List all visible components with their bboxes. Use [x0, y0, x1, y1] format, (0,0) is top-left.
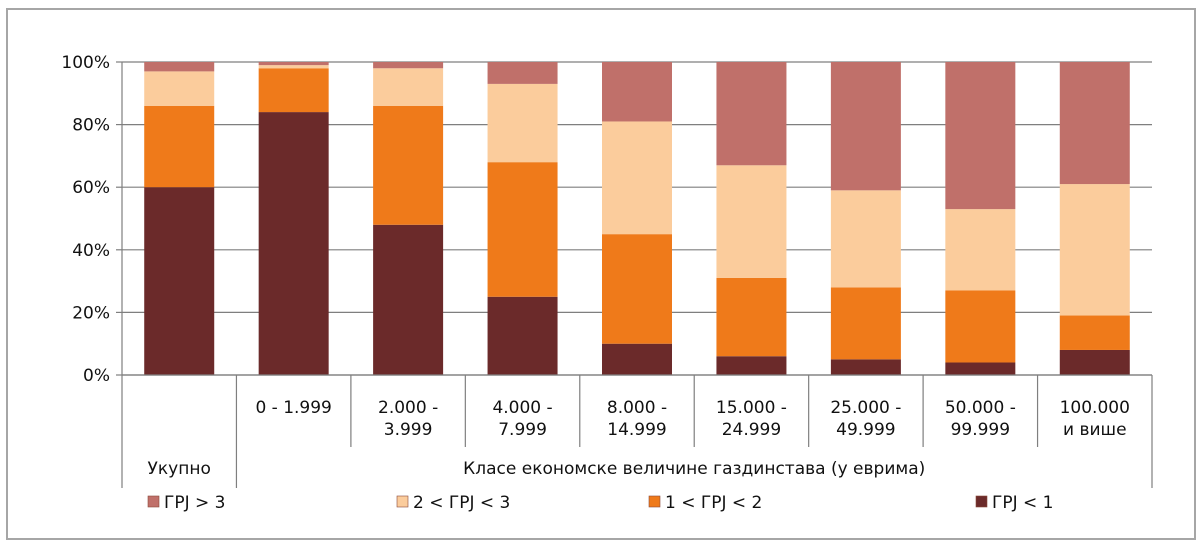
bar-segment: [373, 62, 444, 69]
bar-segment: [487, 62, 558, 84]
bar-segment: [487, 296, 558, 375]
legend-label: ГРЈ > 3: [164, 493, 226, 513]
y-tick-label: 0%: [83, 366, 110, 386]
y-tick-label: 40%: [72, 241, 110, 261]
bar-segment: [373, 224, 444, 375]
bar-segment: [1059, 349, 1130, 375]
bar-segment: [716, 165, 787, 278]
bar-segment: [144, 71, 215, 106]
category-group-label: Укупно: [148, 459, 211, 479]
y-tick-label: 80%: [72, 116, 110, 136]
bar-segment: [830, 359, 901, 375]
bar-segment: [487, 162, 558, 297]
legend-label: 2 < ГРЈ < 3: [413, 493, 510, 513]
bar-segment: [373, 68, 444, 106]
bar-segment: [1059, 62, 1130, 185]
bar-segment: [716, 277, 787, 357]
category-label: 50.000 -99.999: [945, 398, 1016, 440]
category-group-label: Класе економске величине газдинстава (у …: [463, 459, 925, 479]
bar-segment: [945, 209, 1016, 291]
bar-segment: [945, 290, 1016, 363]
bar-segment: [602, 62, 672, 122]
legend-swatch: [975, 495, 988, 508]
bar-segment: [144, 62, 215, 72]
bar-segment: [830, 287, 901, 360]
legend-label: ГРЈ < 1: [992, 493, 1054, 513]
stacked-bar-chart: 0% 20% 40% 60% 80% 100% 0 - 1.999 2.000 -3.999 4…: [61, 53, 1153, 513]
bar-segment: [258, 68, 329, 113]
bar-segment: [716, 62, 787, 166]
bar-segment: [830, 190, 901, 288]
bar-segment: [1059, 315, 1130, 350]
bar-segment: [602, 343, 672, 375]
bar-segment: [602, 234, 672, 344]
bar-segment: [830, 62, 901, 191]
bar-segment: [373, 105, 444, 225]
bar-segment: [144, 105, 215, 188]
category-label: 15.000 -24.999: [716, 398, 787, 440]
bar-segment: [1059, 184, 1130, 316]
chart-frame: 0% 20% 40% 60% 80% 100% 0 - 1.999 2.000 -3.999 4…: [6, 8, 1196, 540]
bar-segment: [258, 62, 329, 66]
bar-segment: [258, 112, 329, 375]
bar-segment: [602, 121, 672, 235]
bar-segment: [945, 362, 1016, 375]
category-label: 100.000 и више: [1060, 398, 1130, 440]
category-label: 8.000 -14.999: [607, 398, 667, 440]
bar-segment: [258, 65, 329, 69]
legend-swatch: [147, 495, 160, 508]
y-tick-label: 60%: [72, 178, 110, 198]
category-label: 0 - 1.999: [255, 398, 331, 418]
legend-swatch: [648, 495, 661, 508]
legend-label: 1 < ГРЈ < 2: [665, 493, 762, 513]
category-label: 2.000 -3.999: [378, 398, 438, 440]
y-tick-label: 100%: [61, 53, 110, 73]
bar-segment: [487, 83, 558, 163]
category-label: 25.000 -49.999: [830, 398, 901, 440]
bar-segment: [144, 187, 215, 375]
bar-segment: [945, 62, 1016, 210]
y-tick-label: 20%: [72, 303, 110, 323]
legend-swatch: [396, 495, 409, 508]
bar-segment: [716, 356, 787, 375]
category-label: 4.000 -7.999: [492, 398, 552, 440]
